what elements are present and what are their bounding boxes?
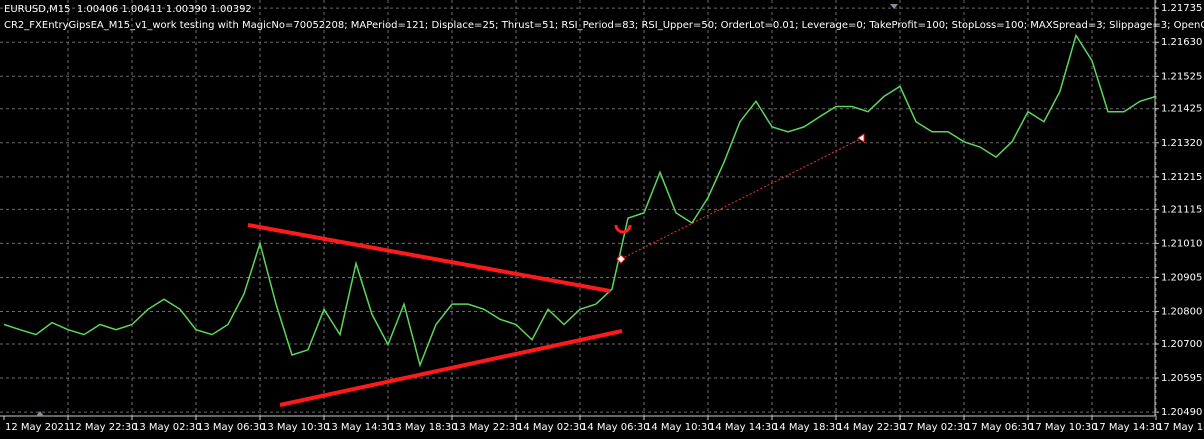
order-marker [857, 133, 865, 143]
price-line [3, 33, 1157, 368]
y-tick-label: 1.20905 [1161, 272, 1202, 283]
plot [3, 33, 1157, 368]
x-tick-label: 13 May 06:30 [197, 422, 266, 433]
x-tick-label: 13 May 02:30 [133, 422, 202, 433]
order-line [620, 137, 863, 260]
order-marker [616, 254, 626, 264]
trendline [279, 329, 623, 407]
shift-marker [890, 4, 898, 9]
chart-subtitle: CR2_FXEntryGipsEA_M15_v1_work testing wi… [4, 20, 1204, 31]
shift-marker [36, 411, 44, 416]
x-tick-label: 12 May 22:30 [69, 422, 138, 433]
x-tick-label: 14 May 10:30 [645, 422, 714, 433]
x-tick-label: 14 May 18:30 [773, 422, 842, 433]
y-tick-label: 1.21115 [1161, 204, 1202, 215]
x-tick-label: 13 May 10:30 [261, 422, 330, 433]
x-tick-label: 14 May 02:30 [517, 422, 586, 433]
signal-arrow [614, 224, 632, 234]
y-tick-label: 1.21525 [1161, 71, 1202, 82]
chart-title: EURUSD,M15 1.00406 1.00411 1.00390 1.003… [4, 4, 252, 15]
x-tick-label: 17 May 14:30 [1093, 422, 1162, 433]
x-tick-label: 17 May 18:30 [1157, 422, 1204, 433]
y-tick-label: 1.21735 [1161, 3, 1202, 14]
x-tick-label: 13 May 14:30 [325, 422, 394, 433]
y-tick-label: 1.21630 [1161, 37, 1202, 48]
y-tick-label: 1.20595 [1161, 373, 1202, 384]
x-tick-label: 14 May 06:30 [581, 422, 650, 433]
y-tick-label: 1.20700 [1161, 339, 1202, 350]
y-tick-label: 1.21010 [1161, 238, 1202, 249]
y-tick-label: 1.21320 [1161, 138, 1202, 149]
x-tick-label: 14 May 22:30 [837, 422, 906, 433]
x-tick-label: 13 May 22:30 [453, 422, 522, 433]
x-tick-label: 14 May 14:30 [709, 422, 778, 433]
x-tick-label: 17 May 10:30 [1029, 422, 1098, 433]
x-tick-label: 17 May 06:30 [965, 422, 1034, 433]
y-tick-label: 1.21215 [1161, 172, 1202, 183]
y-tick-label: 1.21425 [1161, 104, 1202, 115]
x-tick-label: 13 May 18:30 [389, 422, 458, 433]
y-tick-label: 1.20800 [1161, 307, 1202, 318]
y-tick-label: 1.20490 [1161, 407, 1202, 418]
grid [0, 0, 1157, 416]
x-tick-label: 17 May 02:30 [901, 422, 970, 433]
trendline [247, 223, 611, 293]
x-tick-label: 12 May 2021 [5, 422, 70, 433]
